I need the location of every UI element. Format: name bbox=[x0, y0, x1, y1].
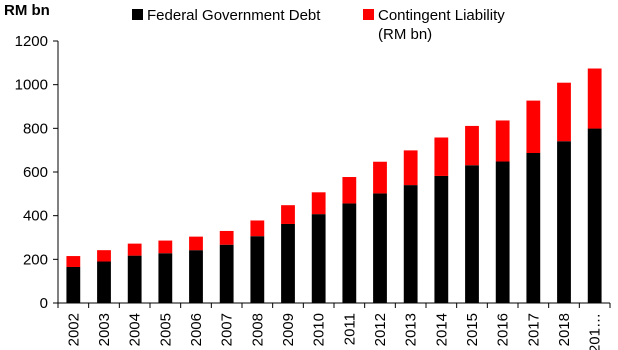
bar-contingent-liability bbox=[434, 137, 449, 176]
bar-federal-debt bbox=[189, 250, 203, 303]
bar-contingent-liability bbox=[281, 205, 295, 224]
bar-contingent-liability bbox=[587, 68, 602, 129]
bar-federal-debt bbox=[250, 236, 265, 303]
legend-label-contingent-liability-unit: (RM bn) bbox=[378, 26, 433, 43]
y-tick-label: 1200 bbox=[15, 33, 48, 50]
y-tick-label: 200 bbox=[23, 251, 48, 268]
y-tick-label: 400 bbox=[23, 208, 48, 225]
bar-federal-debt bbox=[526, 153, 541, 303]
x-tick-label: 2017 bbox=[525, 313, 542, 346]
bar-contingent-liability bbox=[465, 125, 479, 166]
legend-item-contingent-liability: Contingent Liability (RM bn) bbox=[363, 6, 505, 44]
bar-contingent-liability bbox=[403, 150, 418, 186]
bar-contingent-liability bbox=[495, 120, 510, 162]
legend-label-contingent-liability: Contingent Liability bbox=[378, 7, 505, 24]
legend-label-federal-debt: Federal Government Debt bbox=[147, 7, 321, 24]
y-tick-label: 600 bbox=[23, 164, 48, 181]
legend-item-federal-debt: Federal Government Debt bbox=[132, 6, 320, 25]
x-tick-label: 2011 bbox=[341, 313, 358, 345]
bar-federal-debt bbox=[281, 223, 295, 303]
x-tick-label: 2016 bbox=[495, 313, 512, 346]
bar-federal-debt bbox=[557, 141, 571, 303]
bar-federal-debt bbox=[403, 185, 418, 303]
bar-federal-debt bbox=[434, 175, 449, 303]
x-tick-label: 2009 bbox=[280, 313, 297, 346]
x-tick-label: 2013 bbox=[403, 313, 420, 346]
bar-contingent-liability bbox=[97, 250, 111, 262]
x-tick-label: 2004 bbox=[127, 313, 144, 346]
bar-contingent-liability bbox=[219, 230, 234, 245]
y-tick-label: 1000 bbox=[15, 77, 48, 94]
bar-federal-debt bbox=[127, 255, 142, 303]
bar-contingent-liability bbox=[373, 161, 387, 194]
x-tick-label: 2003 bbox=[96, 313, 113, 346]
bar-federal-debt bbox=[465, 165, 479, 303]
bar-contingent-liability bbox=[311, 192, 326, 215]
x-tick-label: 2002 bbox=[65, 313, 82, 346]
x-tick-label: 2015 bbox=[464, 313, 481, 346]
y-axis-label: RM bn bbox=[4, 2, 50, 19]
bar-federal-debt bbox=[495, 161, 510, 303]
bar-contingent-liability bbox=[250, 220, 265, 237]
bar-contingent-liability bbox=[557, 82, 571, 142]
x-tick-label: 2007 bbox=[219, 313, 236, 346]
bar-federal-debt bbox=[97, 261, 111, 303]
bar-contingent-liability bbox=[342, 177, 357, 204]
x-tick-label: 2008 bbox=[249, 313, 266, 346]
bar-contingent-liability bbox=[66, 256, 81, 267]
bar-contingent-liability bbox=[526, 100, 541, 154]
y-tick-label: 800 bbox=[23, 120, 48, 137]
bar-federal-debt bbox=[373, 193, 387, 303]
bar-contingent-liability bbox=[127, 243, 142, 256]
x-tick-label: 2010 bbox=[311, 313, 328, 346]
x-tick-label: 2006 bbox=[188, 313, 205, 346]
x-tick-label: 2005 bbox=[157, 313, 174, 346]
legend-swatch-federal-debt bbox=[132, 9, 143, 20]
x-tick-label: 2012 bbox=[372, 313, 389, 346]
bar-federal-debt bbox=[158, 253, 173, 303]
x-tick-label: 2014 bbox=[433, 313, 450, 346]
bar-contingent-liability bbox=[158, 240, 173, 254]
bar-federal-debt bbox=[219, 244, 234, 303]
legend-swatch-contingent-liability bbox=[363, 9, 374, 20]
x-tick-label: 2018 bbox=[556, 313, 573, 346]
bar-federal-debt bbox=[587, 128, 602, 303]
bar-federal-debt bbox=[66, 266, 81, 303]
x-tick-label: 201… bbox=[587, 313, 604, 350]
bar-federal-debt bbox=[342, 203, 357, 303]
bar-contingent-liability bbox=[189, 236, 203, 251]
bar-federal-debt bbox=[311, 214, 326, 303]
y-tick-label: 0 bbox=[40, 295, 48, 312]
